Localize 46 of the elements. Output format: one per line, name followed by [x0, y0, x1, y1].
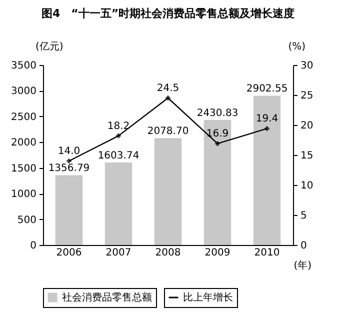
- data-label: 18.2: [107, 120, 130, 132]
- x-axis-title: (年): [294, 260, 312, 272]
- bar: [104, 162, 132, 245]
- x-tick-label: 2006: [56, 248, 82, 258]
- bar: [55, 175, 83, 245]
- y-axis-title: (亿元): [36, 42, 64, 52]
- data-label: 2430.83: [196, 108, 238, 119]
- y-tick-label: 0: [30, 240, 36, 252]
- x-tick-label: 2007: [106, 248, 132, 258]
- data-label: 14.0: [58, 146, 80, 157]
- point: [165, 95, 171, 101]
- point: [116, 133, 122, 139]
- legend-label: 社会消费品零售总额: [62, 292, 152, 304]
- y-tick-label: 3500: [11, 60, 36, 72]
- data-label: 16.9: [206, 128, 229, 140]
- y2-tick-label: 15: [300, 150, 314, 162]
- data-label: 1356.79: [48, 163, 90, 174]
- y2-tick-label: 20: [300, 120, 314, 132]
- data-label: 1603.74: [98, 150, 140, 162]
- chart-title: 图4 “十一五”时期社会消费品零售总额及增长速度: [41, 7, 295, 20]
- bar: [154, 138, 182, 245]
- y2-tick-label: 25: [300, 90, 314, 102]
- point: [66, 158, 72, 164]
- x-tick-label: 2008: [155, 248, 181, 258]
- y2-tick-label: 30: [300, 60, 314, 72]
- y-tick-label: 1000: [11, 189, 36, 200]
- point: [264, 126, 270, 132]
- y-tick-label: 3000: [11, 86, 36, 98]
- y2-tick-label: 0: [300, 240, 307, 252]
- y2-tick-label: 5: [300, 210, 307, 222]
- bar: [204, 120, 232, 245]
- y2-tick-label: 10: [300, 180, 314, 192]
- y-tick-label: 500: [17, 214, 36, 226]
- data-label: 19.4: [256, 114, 278, 125]
- y-tick-label: 2500: [11, 112, 36, 123]
- data-label: 2078.70: [147, 126, 189, 138]
- legend-label: 比上年增长: [183, 292, 233, 304]
- y-tick-label: 1500: [11, 163, 36, 174]
- point: [214, 140, 220, 146]
- data-label: 2902.55: [246, 84, 288, 95]
- y-tick-label: 2000: [11, 138, 36, 149]
- bar: [253, 96, 281, 245]
- x-tick-label: 2009: [204, 248, 230, 258]
- x-tick-label: 2010: [254, 248, 280, 258]
- y2-axis-title: (%): [288, 42, 306, 52]
- data-label: 24.5: [156, 83, 180, 94]
